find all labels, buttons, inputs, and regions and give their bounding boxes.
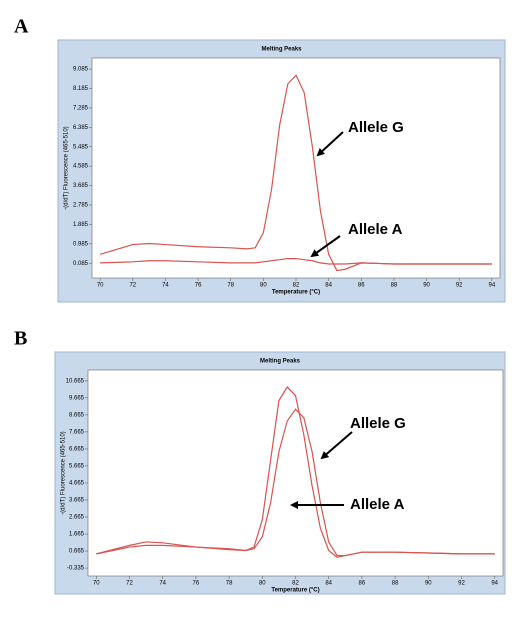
y-tick-label: 8.665 <box>69 412 85 418</box>
x-tick-label: 74 <box>159 581 166 587</box>
y-tick-label: 6.665 <box>69 446 85 452</box>
panel-label: B <box>14 328 27 350</box>
x-tick-label: 94 <box>488 283 495 289</box>
y-tick-label: 8.185 <box>73 86 89 92</box>
y-tick-label: 3.665 <box>69 498 85 504</box>
chart-title: Melting Peaks <box>261 47 302 53</box>
series-line <box>100 257 492 265</box>
x-tick-label: 86 <box>358 283 365 289</box>
y-tick-label: 1.665 <box>69 532 85 538</box>
y-tick-label: 4.665 <box>69 481 85 487</box>
annotation: Allele A <box>348 221 403 238</box>
x-axis-label: Temperature (°C) <box>271 588 319 594</box>
y-tick-label: 10.665 <box>66 378 85 384</box>
x-tick-label: 78 <box>226 581 233 587</box>
panel-label: A <box>14 16 29 38</box>
y-tick-label: 3.685 <box>73 183 89 189</box>
y-tick-label: 5.485 <box>73 144 89 150</box>
y-tick-label: -0.335 <box>67 566 85 572</box>
arrow <box>320 431 353 460</box>
y-tick-label: 6.385 <box>73 125 89 131</box>
x-tick-label: 90 <box>423 283 430 289</box>
x-tick-label: 90 <box>425 581 432 587</box>
x-tick-label: 80 <box>260 283 267 289</box>
y-tick-label: 9.085 <box>73 67 89 73</box>
y-tick-label: 0.985 <box>73 241 89 247</box>
y-tick-label: 1.885 <box>73 222 89 228</box>
x-tick-label: 76 <box>193 581 200 587</box>
x-tick-label: 80 <box>259 581 266 587</box>
x-tick-label: 82 <box>293 283 300 289</box>
y-tick-label: 9.665 <box>69 395 85 401</box>
annotations: Allele G Allele A Allele G Allele A <box>290 119 406 513</box>
y-tick-label: 0.665 <box>69 549 85 555</box>
x-tick-label: 84 <box>325 581 332 587</box>
x-tick-label: 82 <box>292 581 299 587</box>
plot-area <box>91 57 501 279</box>
y-tick-label: 0.085 <box>73 261 89 267</box>
x-tick-label: 92 <box>458 581 465 587</box>
y-tick-label: 7.665 <box>69 429 85 435</box>
annotation: Allele G <box>348 119 404 136</box>
y-tick-label: 4.585 <box>73 164 89 170</box>
x-tick-label: 88 <box>391 283 398 289</box>
y-axis-label: -(d/dT) Fluorescence (465-510) <box>61 431 67 514</box>
x-tick-label: 76 <box>195 283 202 289</box>
arrow <box>316 131 344 157</box>
y-tick-label: 2.785 <box>73 203 89 209</box>
x-tick-label: 92 <box>456 283 463 289</box>
chart-title: Melting Peaks <box>260 359 301 365</box>
x-tick-label: 74 <box>162 283 169 289</box>
x-tick-label: 72 <box>129 283 136 289</box>
y-axis-label: -(d/dT) Fluorescence (465-510) <box>64 126 70 209</box>
x-tick-label: 70 <box>93 581 100 587</box>
x-tick-label: 70 <box>97 283 104 289</box>
annotation: Allele G <box>350 415 406 432</box>
x-tick-label: 84 <box>325 283 332 289</box>
x-tick-label: 88 <box>392 581 399 587</box>
series-line <box>96 408 495 557</box>
x-tick-label: 86 <box>359 581 366 587</box>
annotation: Allele A <box>350 496 405 513</box>
arrow <box>310 235 341 258</box>
y-tick-label: 5.665 <box>69 464 85 470</box>
x-tick-label: 72 <box>126 581 133 587</box>
x-axis-label: Temperature (°C) <box>272 290 320 296</box>
y-tick-label: 2.665 <box>69 515 85 521</box>
x-tick-label: 94 <box>491 581 498 587</box>
x-tick-label: 78 <box>227 283 234 289</box>
y-tick-label: 7.285 <box>73 106 89 112</box>
